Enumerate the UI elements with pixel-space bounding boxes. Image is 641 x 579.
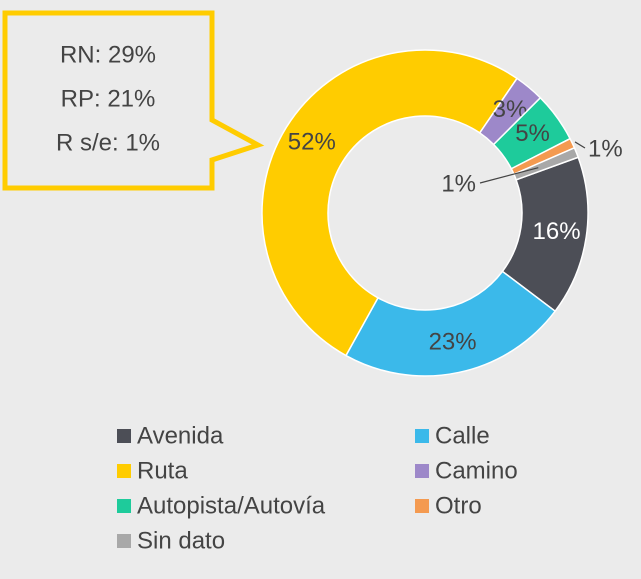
donut-slice [261, 49, 519, 357]
donut-slice [512, 146, 580, 181]
legend-label: Calle [435, 422, 490, 449]
data-label: 16% [533, 218, 581, 245]
leader-line [479, 167, 539, 184]
callout-line: RP: 21% [61, 85, 156, 112]
legend-swatch [415, 464, 429, 478]
leader-line [574, 141, 586, 149]
legend-label: Ruta [137, 457, 188, 484]
legend-swatch [415, 429, 429, 443]
data-label: 5% [515, 120, 550, 147]
callout-line: R s/e: 1% [56, 129, 160, 156]
legend-swatch [117, 429, 131, 443]
data-label: 23% [429, 328, 477, 355]
legend-label: Otro [435, 492, 482, 519]
legend-label: Avenida [137, 422, 224, 449]
callout-box [2, 10, 265, 191]
legend-swatch [117, 499, 131, 513]
legend-label: Camino [435, 457, 518, 484]
data-label: 1% [588, 135, 623, 162]
legend-label: Sin dato [137, 527, 225, 554]
data-label: 52% [288, 128, 336, 155]
callout-line: RN: 29% [60, 41, 156, 68]
data-label: 1% [441, 170, 476, 197]
legend-swatch [117, 464, 131, 478]
legend-swatch [117, 534, 131, 548]
donut-slice [344, 270, 557, 377]
legend-label: Autopista/Autovía [137, 492, 326, 519]
legend-swatch [415, 499, 429, 513]
